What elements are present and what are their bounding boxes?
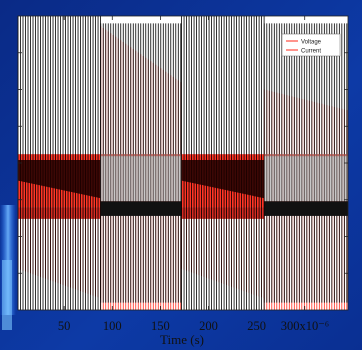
chart-marks <box>17 16 348 310</box>
legend-label-voltage: Voltage <box>301 40 322 46</box>
x-axis-label: Time (s) <box>160 332 204 347</box>
voltage-band-4 <box>264 201 348 216</box>
legend: Voltage Current <box>281 33 341 57</box>
legend-label-current: Current <box>301 49 321 55</box>
x-tick-label-3: 200 <box>199 319 218 333</box>
x-tick-label-0: 50 <box>58 319 71 333</box>
left-glow-streak-2 <box>2 260 12 330</box>
current-band-edge-3 <box>181 207 265 219</box>
voltage-dark-band-3 <box>181 160 265 199</box>
x-tick-label-4: 250 <box>247 319 266 333</box>
voltage-fill-2 <box>100 154 182 202</box>
current-band-edge-1 <box>18 207 101 219</box>
x-tick-label-2: 150 <box>151 319 170 333</box>
chart-axes: 50 100 150 200 250 300x10⁻⁶ <box>17 15 349 333</box>
voltage-band-2 <box>100 201 182 216</box>
voltage-dark-band-1 <box>18 160 101 199</box>
voltage-fill-4 <box>264 154 348 202</box>
x-tick-label-5: 300x10⁻⁶ <box>281 319 329 333</box>
x-tick-label-1: 100 <box>103 319 122 333</box>
